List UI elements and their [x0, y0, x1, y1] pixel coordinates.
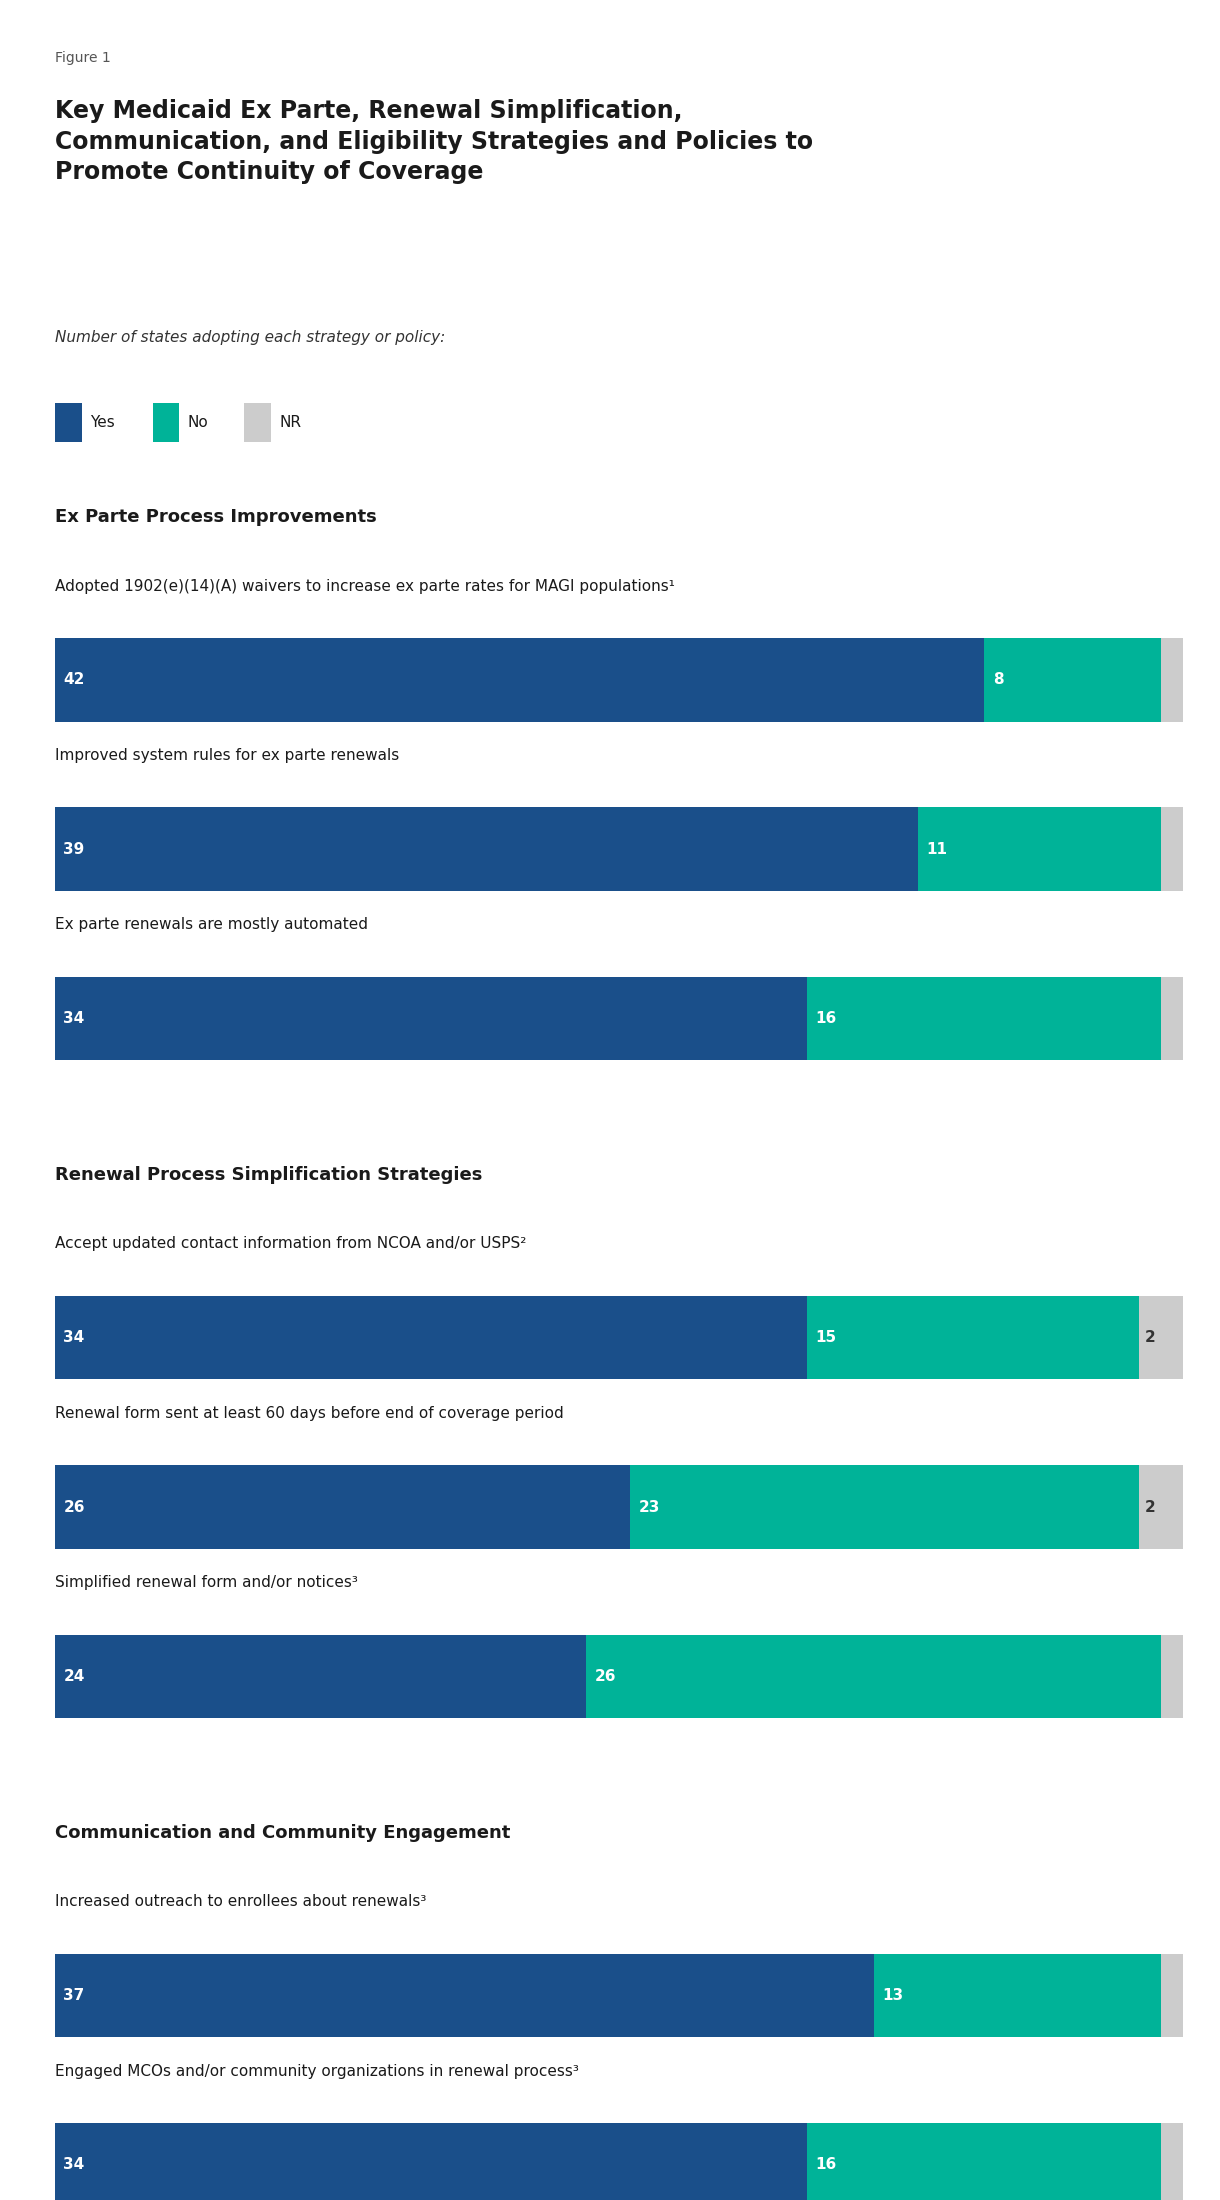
FancyBboxPatch shape [1139, 1296, 1183, 1379]
Text: Increased outreach to enrollees about renewals³: Increased outreach to enrollees about re… [55, 1894, 426, 1910]
Text: 34: 34 [63, 2158, 84, 2171]
FancyBboxPatch shape [1161, 977, 1183, 1060]
FancyBboxPatch shape [1139, 1465, 1183, 1549]
FancyBboxPatch shape [55, 1954, 874, 2037]
FancyBboxPatch shape [55, 2123, 808, 2200]
FancyBboxPatch shape [917, 807, 1161, 891]
Text: 39: 39 [63, 843, 84, 856]
FancyBboxPatch shape [985, 638, 1161, 722]
Text: 42: 42 [63, 673, 85, 686]
Text: No: No [188, 416, 209, 429]
FancyBboxPatch shape [586, 1635, 1161, 1718]
Text: 15: 15 [816, 1331, 837, 1344]
Text: 26: 26 [63, 1500, 85, 1514]
Text: Yes: Yes [90, 416, 115, 429]
Text: Figure 1: Figure 1 [55, 51, 111, 64]
Text: Communication and Community Engagement: Communication and Community Engagement [55, 1824, 510, 1841]
FancyBboxPatch shape [808, 2123, 1161, 2200]
Text: 34: 34 [63, 1012, 84, 1025]
Text: Renewal Process Simplification Strategies: Renewal Process Simplification Strategie… [55, 1166, 482, 1184]
Text: Ex parte renewals are mostly automated: Ex parte renewals are mostly automated [55, 917, 368, 933]
Text: Accept updated contact information from NCOA and/or USPS²: Accept updated contact information from … [55, 1236, 526, 1252]
Text: 37: 37 [63, 1989, 84, 2002]
Text: Number of states adopting each strategy or policy:: Number of states adopting each strategy … [55, 330, 445, 345]
Text: 16: 16 [816, 2158, 837, 2171]
FancyBboxPatch shape [631, 1465, 1139, 1549]
FancyBboxPatch shape [874, 1954, 1161, 2037]
FancyBboxPatch shape [1161, 1635, 1183, 1718]
FancyBboxPatch shape [55, 638, 985, 722]
Text: 8: 8 [993, 673, 1003, 686]
Text: 11: 11 [926, 843, 948, 856]
FancyBboxPatch shape [55, 403, 82, 442]
Text: 2: 2 [1146, 1500, 1157, 1514]
FancyBboxPatch shape [55, 977, 808, 1060]
FancyBboxPatch shape [244, 403, 271, 442]
FancyBboxPatch shape [55, 1296, 808, 1379]
Text: 26: 26 [594, 1670, 616, 1683]
Text: Ex Parte Process Improvements: Ex Parte Process Improvements [55, 508, 377, 526]
Text: Engaged MCOs and/or community organizations in renewal process³: Engaged MCOs and/or community organizati… [55, 2064, 578, 2079]
FancyBboxPatch shape [152, 403, 179, 442]
FancyBboxPatch shape [1161, 2123, 1183, 2200]
FancyBboxPatch shape [808, 1296, 1139, 1379]
FancyBboxPatch shape [55, 1635, 586, 1718]
FancyBboxPatch shape [55, 807, 917, 891]
FancyBboxPatch shape [1161, 807, 1183, 891]
FancyBboxPatch shape [808, 977, 1161, 1060]
Text: Key Medicaid Ex Parte, Renewal Simplification,
Communication, and Eligibility St: Key Medicaid Ex Parte, Renewal Simplific… [55, 99, 813, 185]
Text: 34: 34 [63, 1331, 84, 1344]
Text: Adopted 1902(e)(14)(A) waivers to increase ex parte rates for MAGI populations¹: Adopted 1902(e)(14)(A) waivers to increa… [55, 579, 675, 594]
Text: 13: 13 [882, 1989, 903, 2002]
FancyBboxPatch shape [1161, 1954, 1183, 2037]
Text: Improved system rules for ex parte renewals: Improved system rules for ex parte renew… [55, 748, 399, 763]
Text: 23: 23 [639, 1500, 660, 1514]
Text: 24: 24 [63, 1670, 85, 1683]
Text: Simplified renewal form and/or notices³: Simplified renewal form and/or notices³ [55, 1575, 357, 1591]
FancyBboxPatch shape [55, 1465, 631, 1549]
Text: NR: NR [279, 416, 301, 429]
Text: Renewal form sent at least 60 days before end of coverage period: Renewal form sent at least 60 days befor… [55, 1406, 564, 1421]
Text: 16: 16 [816, 1012, 837, 1025]
Text: 2: 2 [1146, 1331, 1157, 1344]
FancyBboxPatch shape [1161, 638, 1183, 722]
